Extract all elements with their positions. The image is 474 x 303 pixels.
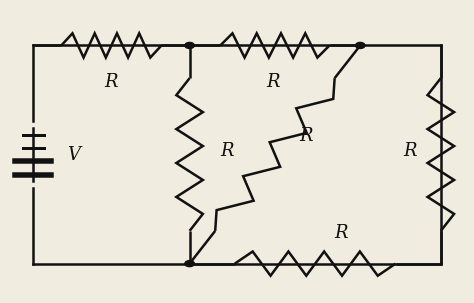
Text: R: R (335, 224, 348, 242)
Circle shape (185, 42, 194, 48)
Text: R: R (221, 142, 234, 161)
Text: R: R (299, 127, 312, 145)
Text: R: R (403, 142, 417, 161)
Text: V: V (67, 145, 80, 164)
Circle shape (185, 261, 194, 267)
Text: R: R (266, 73, 279, 91)
Text: R: R (105, 73, 118, 91)
Circle shape (356, 42, 365, 48)
